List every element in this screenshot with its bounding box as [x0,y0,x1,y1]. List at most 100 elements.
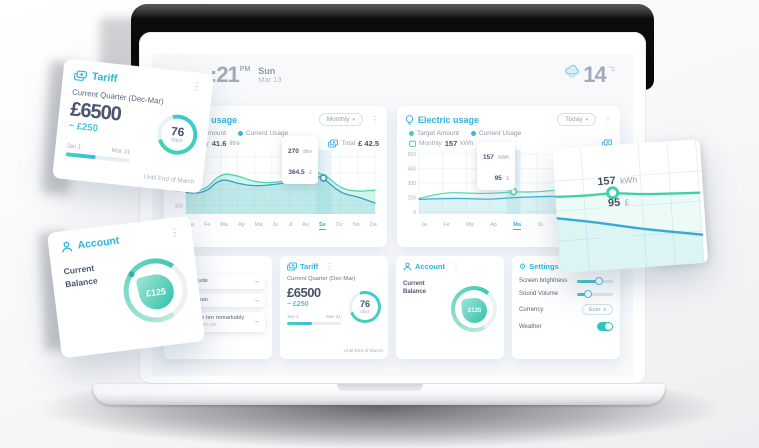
target-dot-icon [409,130,414,136]
days-remaining-gauge: 76 days [349,291,381,323]
day-text: Sun [258,66,276,76]
gear-icon: ⚙ [519,262,527,271]
meridiem-text: PM [239,66,251,73]
svg-text:300: 300 [408,181,417,187]
water-drop-badge: £125 [135,270,178,313]
electric-card-title: Electric usage [418,114,480,125]
x-label-Se[interactable]: Se [319,222,326,230]
weather-widget: 14 °c [564,64,615,86]
x-label-De[interactable]: De [369,222,377,228]
volume-slider[interactable] [577,290,613,298]
tariff-card-title: Tariff [91,70,118,86]
balance-value: £125 [467,307,482,314]
x-label-Ja[interactable]: Ja [421,222,427,228]
money-icon [73,69,88,81]
range-end: Mar 31 [111,147,131,156]
days-remaining-gauge: 76 days [155,112,200,157]
water-chart[interactable]: 400300200100 [172,150,379,214]
tariff-footer: Until End of March [143,173,195,186]
arrow-right-icon[interactable]: → [253,296,260,304]
currency-select[interactable]: Euro ▾ [581,304,613,315]
x-label-Au[interactable]: Au [302,222,309,228]
date-text: Mar 13 [258,75,282,85]
range-start: Jan 1 [287,315,299,320]
tooltip-value2: 95 [607,196,621,210]
svg-text:450: 450 [408,166,417,172]
electric-chart-tooltip: 157 kWh 95 £ [477,142,516,190]
period-unit: litre [229,140,240,147]
tooltip-value2: 364.5 [288,168,305,176]
x-label-Fe[interactable]: Fe [203,222,211,228]
legend-current-label: Current Usage [245,130,289,137]
more-menu-icon[interactable]: ⋮ [325,261,334,271]
balance-label: Current Balance [403,281,427,296]
gauge-start-dot [128,270,135,278]
period-value: 157 [444,139,458,148]
zoom-tooltip: 157 kWh 95 £ [554,164,683,216]
svg-text:0: 0 [413,210,416,214]
more-menu-icon[interactable]: ⋮ [452,261,460,271]
tooltip-unit: litre [303,149,313,155]
more-menu-icon[interactable]: ⋮ [169,227,181,240]
x-label-Ma[interactable]: Ma [254,222,263,228]
x-label-No[interactable]: No [352,222,360,228]
account-card: Account ⋮ Current Balance £125 [396,256,504,359]
x-label-Ap[interactable]: Ap [237,222,245,228]
water-range-value: Monthly [326,116,350,123]
temperature-unit: °c [608,66,615,73]
chart-zoom-card: 157 kWh 95 £ [551,138,709,274]
x-label-Ma[interactable]: Ma [466,222,474,228]
water-x-axis: JaFeMaApMaJuJlAuSeOcNoDe [172,219,379,230]
x-label-Jl[interactable]: Jl [288,222,293,228]
x-label-Oc[interactable]: Oc [335,222,343,228]
x-label-Ju[interactable]: Ju [537,222,544,228]
tooltip-value: 270 [288,148,299,155]
more-menu-icon[interactable]: ⋮ [604,114,612,124]
brightness-label: Screen brightness [519,278,568,284]
tariff-card: Tariff ⋮ Current Quarter (Dec-Mar) £6500… [280,256,388,359]
chevron-down-icon: ▾ [603,306,606,313]
temperature-text: 14 [583,62,607,87]
x-label-Ma[interactable]: Ma [220,222,228,228]
money-icon [328,139,339,148]
balance-gauge: £125 [451,286,497,332]
weather-label: Weather [519,323,542,330]
dashboard-header: :21 PM Sun Mar 13 14 °c [164,62,621,106]
svg-text:100: 100 [175,204,184,210]
chevron-down-icon: ▾ [352,116,355,123]
tariff-subtitle: Current Quarter (Dec-Mar) [287,276,356,282]
tariff-delta: ~ £250 [287,301,309,308]
laptop-base [93,384,665,405]
calendar-icon [409,140,416,147]
more-menu-icon[interactable]: ⋮ [371,114,379,124]
tariff-date-range: Jan 1 Mar 31 [287,315,341,320]
x-label-Ma[interactable]: Ma [513,222,521,230]
water-range-dropdown[interactable]: Monthly ▾ [318,113,363,126]
x-label-Ap[interactable]: Ap [490,222,497,228]
svg-text:150: 150 [408,195,417,201]
rain-cloud-icon [564,64,580,78]
more-menu-icon[interactable]: ⋮ [190,80,202,93]
bottom-cards-row: ⋮ se solicitude → change man → Indulgenc… [164,256,621,359]
days-label: days [170,137,183,145]
tooltip-unit2: £ [624,196,630,207]
svg-text:600: 600 [408,152,417,158]
water-card-title: Water usage [184,114,238,125]
zoom-chart [551,139,706,274]
days-label: days [360,309,370,314]
tooltip-value: 157 [483,154,494,161]
period-value: 41.6 [211,139,227,148]
weather-toggle[interactable] [597,322,613,331]
tooltip-unit2: £ [309,169,313,176]
brightness-slider[interactable] [577,277,613,285]
arrow-right-icon[interactable]: → [253,318,260,326]
x-label-Ju[interactable]: Ju [272,222,279,228]
legend-current-label: Current Usage [478,130,522,137]
tariff-card-title: Tariff [300,262,319,271]
range-end: Mar 31 [326,315,341,320]
currency-label: Currency [519,306,544,313]
chevron-down-icon: ▾ [585,116,588,123]
x-label-Fe[interactable]: Fe [443,222,450,228]
electric-range-dropdown[interactable]: Today ▾ [557,113,596,126]
arrow-right-icon[interactable]: → [253,278,260,286]
